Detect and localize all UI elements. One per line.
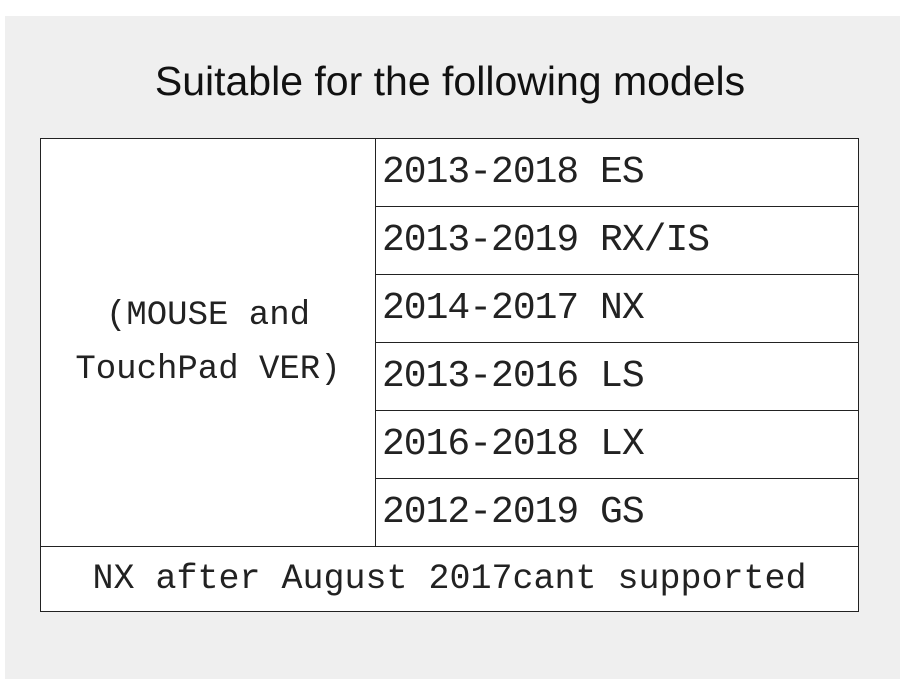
footer-note: NX after August 2017cant supported [40, 546, 859, 612]
model-cell: 2013-2018 ES [375, 138, 859, 207]
models-table: (MOUSE and TouchPad VER) 2013-2018 ES 2013… [40, 138, 859, 612]
model-cell: 2012-2019 GS [375, 478, 859, 547]
footer-row: NX after August 2017cant supported [40, 546, 859, 612]
model-cell: 2016-2018 LX [375, 410, 859, 479]
table-body: (MOUSE and TouchPad VER) 2013-2018 ES 2013… [40, 138, 859, 612]
version-label: (MOUSE and TouchPad VER) [40, 138, 376, 547]
model-cell: 2013-2019 RX/IS [375, 206, 859, 275]
row: 2012-2019 GS [41, 478, 859, 547]
model-cell: 2014-2017 NX [375, 274, 859, 343]
model-cell: 2013-2016 LS [375, 342, 859, 411]
row: 2016-2018 LX [41, 410, 859, 479]
row: 2013-2016 LS [41, 342, 859, 411]
row: (MOUSE and TouchPad VER) 2013-2018 ES [40, 138, 859, 547]
title: Suitable for the following models [154, 58, 746, 104]
row: 2013-2019 RX/IS [41, 206, 859, 275]
